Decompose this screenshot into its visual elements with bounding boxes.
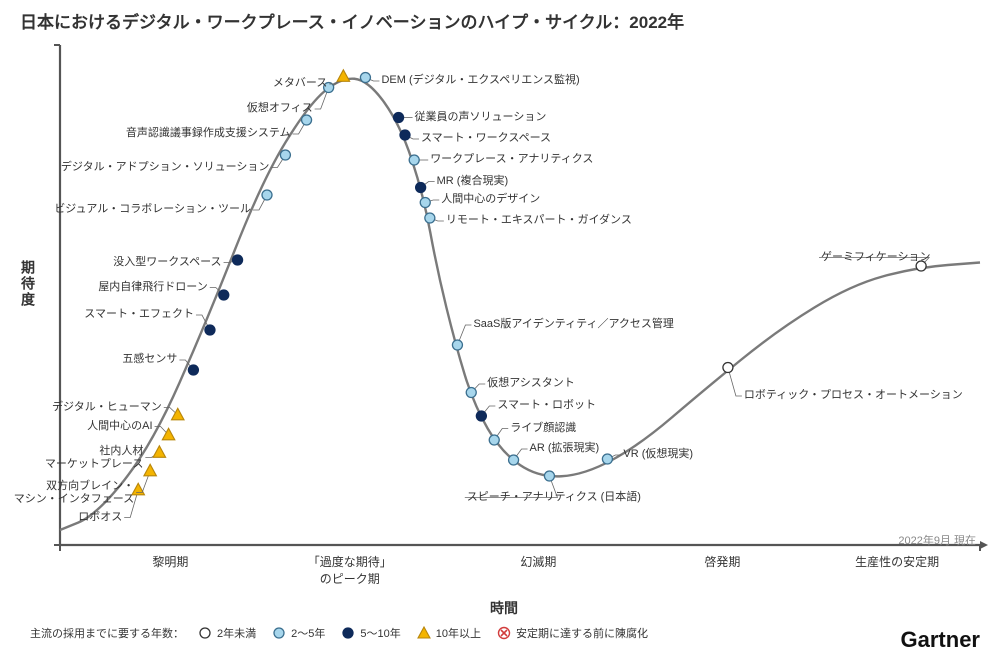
brand-logo: Gartner — [901, 627, 980, 653]
x-axis-label: 時間 — [490, 598, 518, 618]
legend-item-label: 5～10年 — [360, 625, 400, 641]
tech-label: MR (複合現実) — [437, 175, 509, 188]
legend-item: 2年未満 — [198, 625, 256, 641]
tech-label: 社内人材 マーケットプレース — [45, 445, 143, 470]
legend-swatch-icon — [198, 626, 212, 640]
tech-label: リモート・エキスパート・ガイダンス — [446, 214, 632, 227]
tech-label: 音声認識議事録作成支援システム — [126, 127, 291, 140]
tech-label: 仮想アシスタント — [487, 377, 575, 390]
legend-swatch-icon — [341, 626, 355, 640]
legend-item-label: 10年以上 — [436, 625, 481, 641]
legend-item: 5～10年 — [341, 625, 400, 641]
y-axis-label: 期待度 — [18, 260, 38, 308]
tech-label: 双方向ブレイン・ マシン・インタフェース — [14, 480, 134, 505]
phase-label: 黎明期 — [110, 553, 230, 570]
tech-label: デジタル・アドプション・ソリューション — [61, 161, 270, 174]
tech-label: 人間中心のAI — [87, 420, 152, 433]
legend-swatch-icon — [497, 626, 511, 640]
date-note: 2022年9月 現在 — [898, 532, 976, 548]
tech-label: スマート・ロボット — [497, 399, 596, 412]
tech-label: メタバース — [273, 77, 327, 90]
tech-label: 五感センサ — [122, 353, 177, 366]
legend-item-label: 安定期に達する前に陳腐化 — [516, 625, 648, 641]
tech-label: スマート・ワークスペース — [421, 132, 551, 145]
tech-label: VR (仮想現実) — [623, 448, 693, 461]
legend-title: 主流の採用までに要する年数： — [30, 625, 184, 641]
tech-label: ワークプレース・アナリティクス — [430, 153, 593, 166]
tech-label: 仮想オフィス — [247, 102, 313, 115]
legend: 主流の採用までに要する年数： 2年未満 2～5年 5～10年 10年以上 安定期に達する… — [30, 625, 648, 641]
tech-label: 屋内自律飛行ドローン — [98, 281, 207, 294]
legend-item: 安定期に達する前に陳腐化 — [497, 625, 648, 641]
legend-swatch-icon — [272, 626, 286, 640]
tech-label: ライブ顔認識 — [510, 422, 576, 435]
tech-label: SaaS版アイデンティティ／アクセス管理 — [473, 318, 674, 331]
tech-label: ゲーミフィケーション — [821, 251, 931, 264]
phase-label: 「過度な期待」 のピーク期 — [290, 553, 410, 587]
tech-label: ロボオス — [78, 511, 122, 524]
legend-item-label: 2～5年 — [291, 625, 325, 641]
tech-label: DEM (デジタル・エクスペリエンス監視) — [381, 74, 579, 87]
tech-label: 従業員の声ソリューション — [415, 111, 547, 124]
phase-label: 生産性の安定期 — [837, 553, 957, 570]
legend-item: 10年以上 — [417, 625, 481, 641]
phase-label: 幻滅期 — [478, 553, 598, 570]
legend-item-label: 2年未満 — [217, 625, 256, 641]
phase-label: 啓発期 — [662, 553, 782, 570]
tech-label: デジタル・ヒューマン — [52, 401, 162, 414]
tech-label: スマート・エフェクト — [84, 308, 194, 321]
tech-label: AR (拡張現実) — [530, 442, 600, 455]
legend-swatch-icon — [417, 626, 431, 640]
tech-label: 没入型ワークスペース — [113, 256, 221, 269]
tech-label: ビジュアル・コラボレーション・ツール — [54, 203, 251, 216]
tech-label: 人間中心のデザイン — [441, 193, 540, 206]
legend-item: 2～5年 — [272, 625, 325, 641]
tech-label: スピーチ・アナリティクス (日本語) — [467, 491, 641, 504]
tech-label: ロボティック・プロセス・オートメーション — [744, 389, 963, 402]
